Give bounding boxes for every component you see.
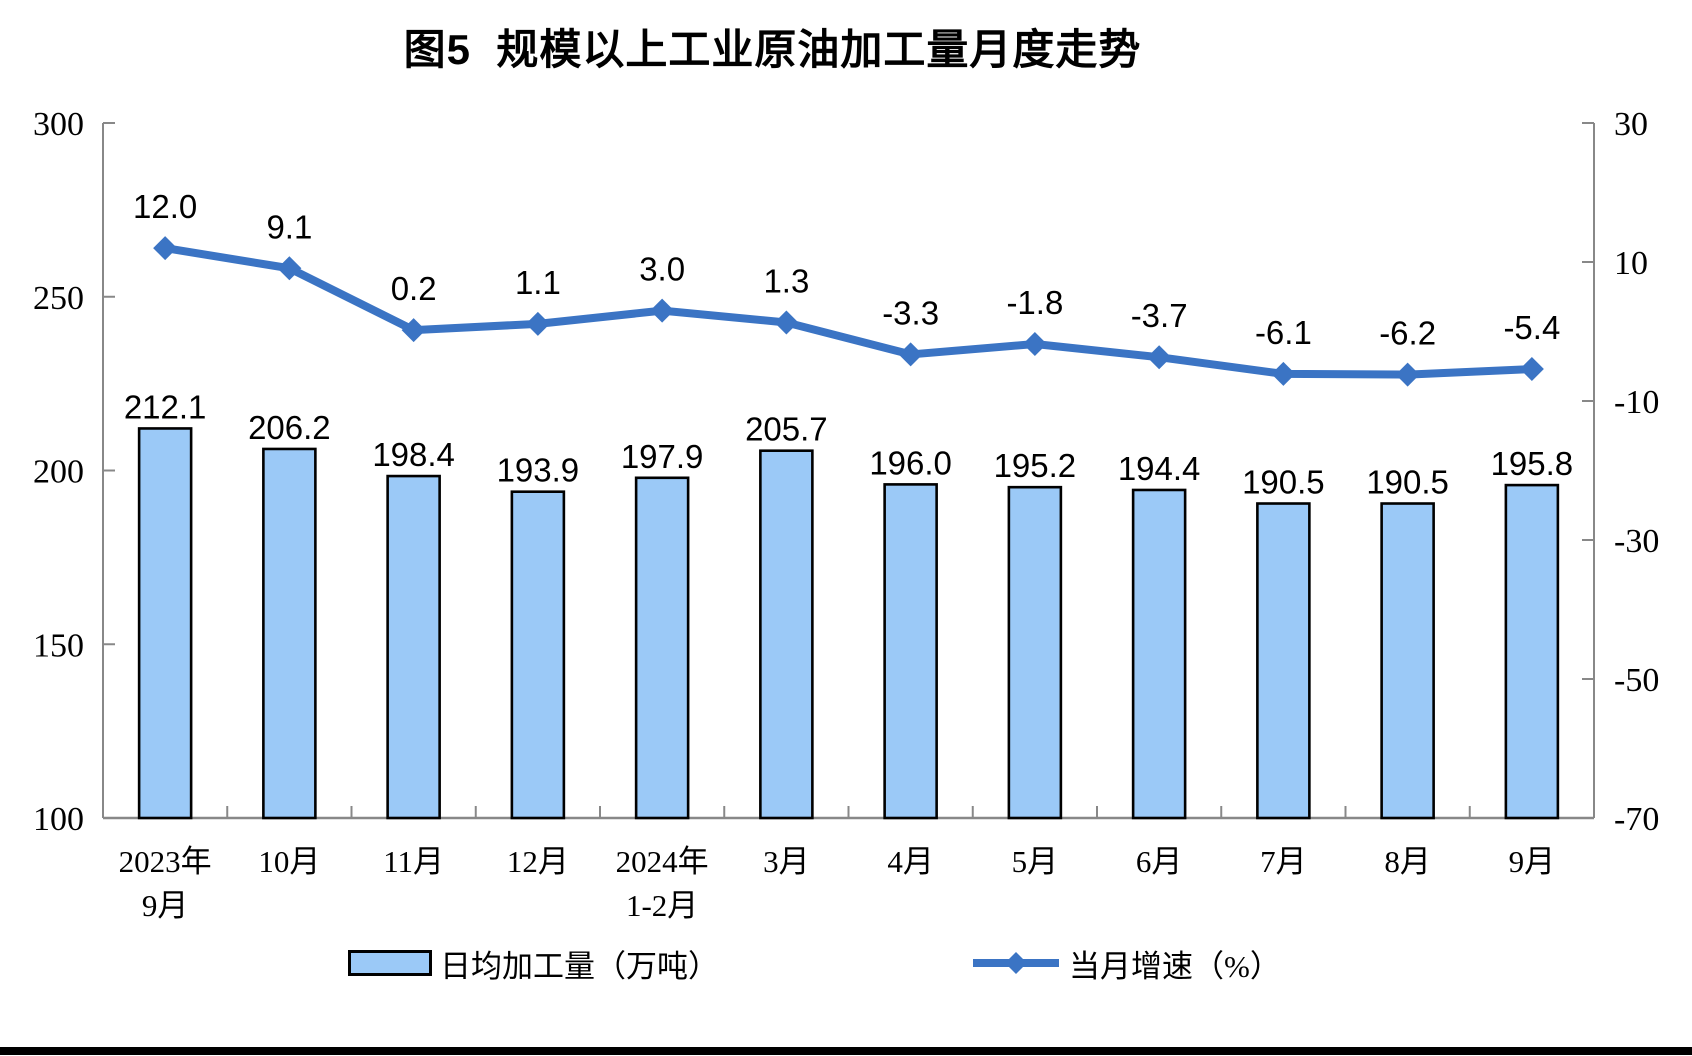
left-axis-tick-label: 250 [33,280,84,317]
line-value-label: -6.1 [1255,314,1312,351]
right-axis-tick-label: -10 [1614,384,1659,421]
x-axis-category-label: 10月 [258,844,320,879]
line-series-swatch [973,952,1059,974]
line-marker [401,318,426,343]
x-axis-category-label: 3月 [763,844,810,879]
line-marker [153,236,178,261]
bar [1131,488,1187,820]
bar [137,427,193,820]
bar-value-label: 196.0 [869,444,952,481]
line-value-label: -3.7 [1131,297,1188,334]
bar-value-label: 197.9 [621,438,704,475]
left-axis-tick-label: 150 [33,627,84,664]
bar-series-label: 日均加工量（万吨） [440,948,719,984]
line-series-label: 当月增速（%） [1069,948,1281,984]
line-marker [1022,332,1047,357]
line-marker [1147,345,1172,370]
bar [634,476,690,820]
x-axis-category-label: 12月 [507,844,569,879]
line-value-label: -3.3 [882,294,939,331]
x-axis-category-label: 2023年 9月 [119,844,212,923]
x-axis-category-label: 8月 [1384,844,1431,879]
legend-item-line: 当月增速（%） [971,946,1281,984]
x-axis-category-label: 7月 [1260,844,1307,879]
right-axis-tick-label: -70 [1614,801,1659,838]
line-value-label: 0.2 [391,270,437,307]
left-axis-tick-label: 200 [33,454,84,491]
bar-value-label: 212.1 [124,388,207,425]
growth-line [164,244,1533,379]
line-value-label: 1.3 [763,262,809,299]
bar [1380,502,1435,820]
line-value-label: -6.2 [1379,315,1436,352]
bar [883,483,938,820]
x-axis-category-label: 5月 [1012,844,1059,879]
x-axis-category-label: 2024年 1-2月 [616,844,709,923]
right-axis-tick-label: 30 [1614,106,1648,143]
bar [386,474,441,820]
x-axis-category-label: 6月 [1136,844,1183,879]
bar-value-label: 195.8 [1491,445,1574,482]
bar-value-label: 195.2 [994,447,1077,484]
bar [759,449,814,820]
line-marker [1395,362,1420,387]
line-value-label: 3.0 [639,251,685,288]
line-marker [774,310,799,335]
x-axis-category-label: 4月 [887,844,934,879]
line-marker [277,256,302,281]
bar [262,447,317,820]
line-marker [1519,357,1544,382]
legend-item-bar: 日均加工量（万吨） [348,946,719,984]
right-axis-tick-label: -50 [1614,662,1659,699]
bar-value-label: 198.4 [372,436,455,473]
bottom-divider [0,1047,1692,1055]
bar-value-label: 194.4 [1118,450,1201,487]
bar-value-label: 193.9 [497,452,580,489]
line-value-label: 12.0 [133,188,197,225]
line-value-label: -1.8 [1006,284,1063,321]
line-value-label: 1.1 [515,264,561,301]
x-axis-category-label: 9月 [1509,844,1556,879]
bar [1504,483,1560,820]
left-axis-tick-label: 300 [33,106,84,143]
line-value-label: 9.1 [266,208,312,245]
bar [510,490,566,820]
bar-value-label: 190.5 [1242,464,1325,501]
line-marker [898,342,923,367]
line-value-label: -5.4 [1503,309,1560,346]
line-marker [525,311,550,336]
bar-value-label: 205.7 [745,411,828,448]
bar-value-label: 190.5 [1366,464,1449,501]
x-axis-category-label: 11月 [383,844,444,879]
bar-series-swatch [348,950,432,976]
right-axis-tick-label: -30 [1614,523,1659,560]
right-axis-tick-label: 10 [1614,245,1648,282]
chart-title: 图5 规模以上工业原油加工量月度走势 [403,26,1142,73]
line-marker [1271,361,1296,386]
bar [1007,485,1063,820]
left-axis-tick-label: 100 [33,801,84,838]
bar-value-label: 206.2 [248,409,331,446]
line-marker [650,298,675,323]
bar [1256,502,1311,820]
